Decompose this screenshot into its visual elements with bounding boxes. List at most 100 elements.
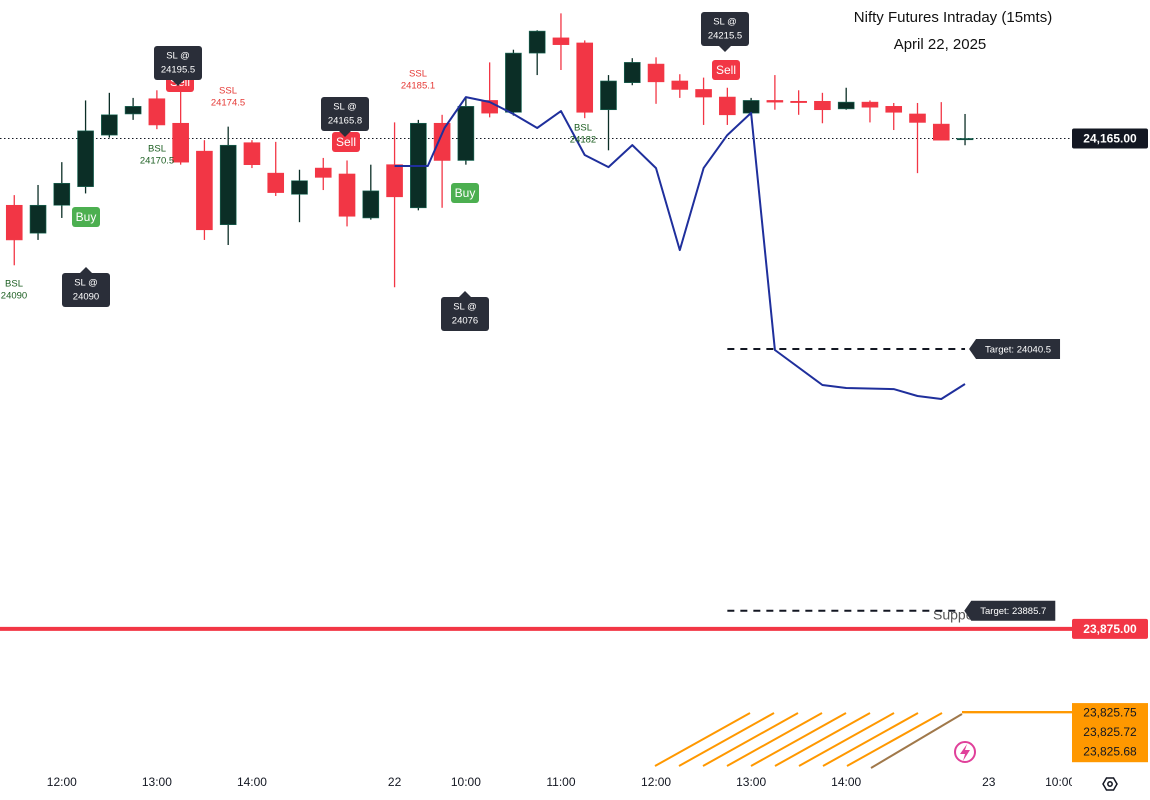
price-level-tag <box>1072 128 1148 149</box>
bsl-label: BSL <box>5 279 23 290</box>
orange-level-tag <box>1072 742 1148 763</box>
sl-pointer <box>80 267 92 273</box>
sl-label: SL @ <box>713 17 737 28</box>
candle-body <box>766 100 784 103</box>
candle-body <box>267 172 285 193</box>
candle-body <box>457 106 475 161</box>
target-tag <box>964 600 1056 621</box>
candle-body <box>5 204 23 241</box>
candle-body <box>837 101 855 110</box>
bsl-label: BSL <box>148 144 166 155</box>
x-tick-label: 14:00 <box>831 775 861 789</box>
sl-label: SL @ <box>453 302 477 313</box>
price-level-label: 24,165.00 <box>1083 132 1137 146</box>
hatch-line <box>774 712 871 767</box>
candle-body <box>219 144 237 226</box>
x-tick-label: 14:00 <box>237 775 267 789</box>
orange-level-tag <box>1072 722 1148 743</box>
candle-body <box>695 89 712 98</box>
sl-box <box>321 97 369 131</box>
candle-body <box>243 142 261 165</box>
candle-body <box>790 100 807 103</box>
candle-body <box>124 106 142 115</box>
hatch-line <box>822 712 919 767</box>
sl-box <box>701 12 749 46</box>
x-tick-label: 22 <box>388 775 402 789</box>
buy-box <box>72 207 100 227</box>
overlay-line <box>394 96 966 400</box>
candle-body <box>647 63 665 83</box>
sl-label: 24165.8 <box>328 116 362 127</box>
chart-title: Nifty Futures Intraday (15mts) <box>854 9 1052 26</box>
sl-label: SL @ <box>74 278 98 289</box>
sl-pointer <box>719 46 731 52</box>
candle-body <box>314 167 332 178</box>
sl-pointer <box>172 80 184 86</box>
sell-label: Sell <box>336 135 356 149</box>
time-axis-panel <box>0 770 1072 800</box>
sell-label: Sell <box>716 63 736 77</box>
x-tick-label: 12:00 <box>47 775 77 789</box>
ssl-label: 24174.5 <box>211 98 245 109</box>
candle-body <box>909 113 926 123</box>
sl-label: 24215.5 <box>708 31 742 42</box>
orange-level-label: 23,825.75 <box>1083 705 1137 719</box>
target-tag <box>969 338 1061 359</box>
candle-body <box>814 100 831 111</box>
buy-label: Buy <box>455 186 476 200</box>
x-tick-label: 13:00 <box>736 775 766 789</box>
candle-body <box>386 164 403 198</box>
candle-body <box>172 122 189 163</box>
settings-icon[interactable] <box>1102 777 1118 791</box>
candle-body <box>77 130 94 187</box>
sl-label: 24090 <box>73 292 99 303</box>
x-tick-label: 12:00 <box>641 775 671 789</box>
candle-body <box>742 100 760 114</box>
chart-subtitle: April 22, 2025 <box>894 36 987 53</box>
candle-body <box>623 62 641 83</box>
bsl-label: 24090 <box>1 291 27 302</box>
bsl-label: BSL <box>574 123 592 134</box>
sl-pointer <box>339 131 351 137</box>
sl-pointer <box>459 291 471 297</box>
candle-body <box>338 173 356 217</box>
hatch-line <box>846 712 943 767</box>
hatch-line <box>750 712 847 767</box>
candle-body <box>291 180 308 195</box>
hatch-line <box>702 712 799 767</box>
x-tick-label: 10:00 <box>1045 775 1075 789</box>
sl-label: 24195.5 <box>161 65 195 76</box>
ssl-label: SSL <box>219 86 237 97</box>
candle-body <box>148 98 166 126</box>
target-label: Target: 24040.5 <box>985 345 1051 356</box>
candle-body <box>671 80 689 90</box>
bsl-label: 24182 <box>570 135 596 146</box>
buy-box <box>451 183 479 203</box>
orange-level-tag <box>1072 703 1148 724</box>
target-label: Target: 23885.7 <box>980 606 1046 617</box>
candle-body <box>600 80 617 111</box>
orange-level-label: 23,825.68 <box>1083 744 1137 758</box>
sl-box <box>62 273 110 307</box>
candle-body <box>719 96 736 116</box>
alert-icon[interactable] <box>954 741 976 763</box>
sl-box <box>441 297 489 331</box>
candle-body <box>29 204 47 234</box>
candle-body <box>932 123 950 141</box>
x-tick-label: 10:00 <box>451 775 481 789</box>
candle-body <box>552 37 570 45</box>
sl-label: 24076 <box>452 316 478 327</box>
candle-body <box>433 122 451 161</box>
sl-label: SL @ <box>333 102 357 113</box>
bsl-label: 24170.5 <box>140 156 174 167</box>
hatch-zone <box>654 712 963 769</box>
x-tick-label: 23 <box>982 775 996 789</box>
x-tick-label: 13:00 <box>142 775 172 789</box>
sl-box <box>154 46 202 80</box>
candle-body <box>861 101 879 108</box>
sell-box <box>712 60 740 80</box>
orange-level-label: 23,825.72 <box>1083 725 1137 739</box>
